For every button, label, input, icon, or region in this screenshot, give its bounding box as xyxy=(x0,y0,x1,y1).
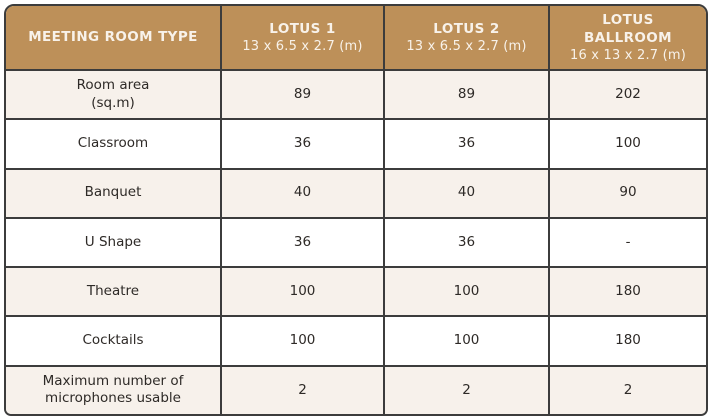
row-label-room-area: Room area (sq.m) xyxy=(6,69,220,119)
cell-banquet-lotus-2: 40 xyxy=(383,167,548,217)
header-lotus-2: LOTUS 2 13 x 6.5 x 2.7 (m) xyxy=(383,6,548,69)
header-title: LOTUS BALLROOM xyxy=(584,11,672,46)
cell-max-microphones-lotus-1: 2 xyxy=(220,364,383,414)
header-title: LOTUS 1 xyxy=(269,20,336,37)
cell-cocktails-ballroom: 180 xyxy=(548,315,706,365)
cell-u-shape-lotus-2: 36 xyxy=(383,216,548,267)
header-title: LOTUS 2 xyxy=(433,20,500,37)
cell-max-microphones-ballroom: 2 xyxy=(548,364,706,414)
cell-classroom-lotus-2: 36 xyxy=(383,118,548,168)
cell-theatre-lotus-2: 100 xyxy=(383,266,548,316)
cell-room-area-lotus-1: 89 xyxy=(220,69,383,119)
row-label-cocktails: Cocktails xyxy=(6,315,220,365)
header-dimensions: 13 x 6.5 x 2.7 (m) xyxy=(242,39,363,55)
row-label-max-microphones: Maximum number of microphones usable xyxy=(6,364,220,414)
header-lotus-ballroom: LOTUS BALLROOM 16 x 13 x 2.7 (m) xyxy=(548,6,706,69)
cell-cocktails-lotus-2: 100 xyxy=(383,315,548,365)
meeting-room-capacity-table: MEETING ROOM TYPE LOTUS 1 13 x 6.5 x 2.7… xyxy=(4,4,708,416)
row-label-banquet: Banquet xyxy=(6,167,220,217)
cell-theatre-lotus-1: 100 xyxy=(220,266,383,316)
cell-classroom-lotus-1: 36 xyxy=(220,118,383,168)
row-label-theatre: Theatre xyxy=(6,266,220,316)
row-label-classroom: Classroom xyxy=(6,118,220,168)
row-label-u-shape: U Shape xyxy=(6,216,220,267)
cell-classroom-ballroom: 100 xyxy=(548,118,706,168)
cell-cocktails-lotus-1: 100 xyxy=(220,315,383,365)
header-lotus-1: LOTUS 1 13 x 6.5 x 2.7 (m) xyxy=(220,6,383,69)
cell-room-area-ballroom: 202 xyxy=(548,69,706,119)
header-dimensions: 13 x 6.5 x 2.7 (m) xyxy=(406,39,527,55)
header-meeting-room-type: MEETING ROOM TYPE xyxy=(6,6,220,69)
cell-max-microphones-lotus-2: 2 xyxy=(383,364,548,414)
cell-banquet-lotus-1: 40 xyxy=(220,167,383,217)
cell-u-shape-lotus-1: 36 xyxy=(220,216,383,267)
cell-theatre-ballroom: 180 xyxy=(548,266,706,316)
cell-room-area-lotus-2: 89 xyxy=(383,69,548,119)
header-dimensions: 16 x 13 x 2.7 (m) xyxy=(569,48,686,64)
cell-u-shape-ballroom: - xyxy=(548,216,706,267)
cell-banquet-ballroom: 90 xyxy=(548,167,706,217)
header-title: MEETING ROOM TYPE xyxy=(28,28,198,45)
